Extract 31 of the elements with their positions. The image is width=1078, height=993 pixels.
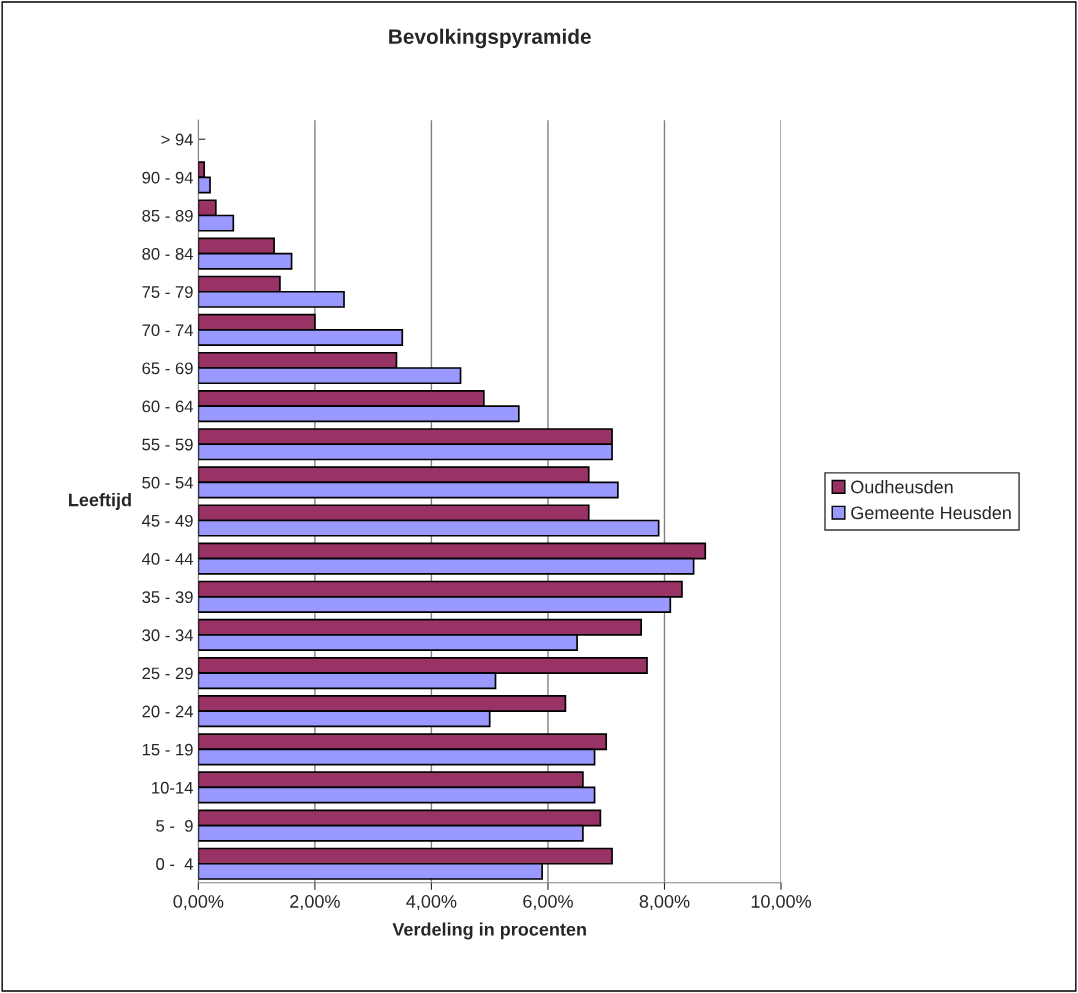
y-tick-label: 40 - 44 [141, 553, 194, 565]
x-tick-label: 4,00% [406, 895, 457, 910]
y-tick-label: 0 - 4 [156, 858, 194, 870]
x-tick-label: 2,00% [290, 895, 340, 910]
y-tick-label: 55 - 59 [142, 438, 193, 451]
y-tick-label: 25 - 29 [142, 667, 193, 680]
y-tick-label: 45 - 49 [141, 514, 193, 527]
y-tick-label: > 94 [161, 133, 193, 146]
x-tick-label: 6,00% [523, 895, 573, 910]
x-axis-title: Verdeling in procenten [392, 922, 586, 940]
y-axis-title: Leeftijd [69, 493, 131, 510]
y-tick-label: 75 - 79 [142, 286, 193, 298]
y-tick-label: 5 - 9 [156, 819, 193, 832]
legend-label: Oudheusden [851, 480, 953, 494]
legend-label: Gemeente Heusden [851, 505, 1011, 520]
y-tick-label: 65 - 69 [142, 362, 193, 375]
chart-title: Bevolkingspyramide [389, 28, 591, 49]
x-tick-label: 0,00% [173, 895, 224, 910]
y-tick-label: 80 - 84 [142, 248, 194, 260]
y-tick-label: 90 - 94 [142, 171, 194, 184]
y-tick-label: 35 - 39 [142, 591, 193, 603]
y-tick-label: 15 - 19 [142, 743, 193, 756]
y-tick-label: 70 - 74 [142, 324, 194, 337]
y-tick-label: 50 - 54 [142, 476, 194, 489]
x-tick-label: 8,00% [639, 895, 690, 910]
y-tick-label: 60 - 64 [142, 400, 194, 413]
y-tick-label: 30 - 34 [142, 629, 194, 642]
y-tick-label: 85 - 89 [142, 209, 193, 222]
y-tick-label: 10-14 [152, 781, 194, 794]
y-tick-label: 20 - 24 [142, 705, 194, 718]
x-tick-label: 10,00% [751, 895, 811, 910]
